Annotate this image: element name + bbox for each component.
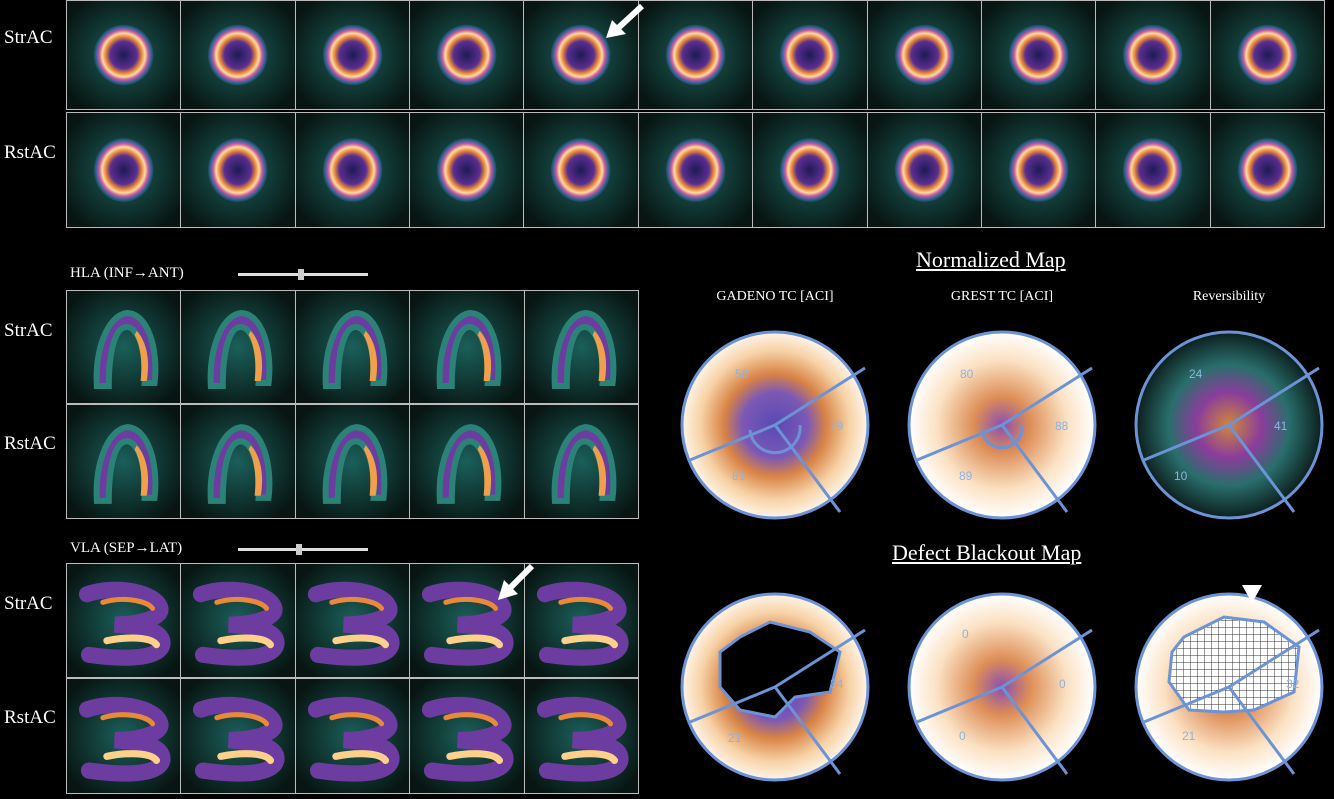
slice-image (981, 1, 1097, 109)
vla-slider[interactable] (238, 544, 368, 555)
segment-value-top: 58 (735, 367, 749, 381)
slice-image (181, 405, 296, 518)
short-axis-stress-strip (66, 0, 1325, 110)
normalized-map-title: Normalized Map (916, 247, 1066, 272)
slice-image (1210, 113, 1324, 227)
slice-image (410, 113, 525, 227)
slice-image (525, 291, 638, 403)
column-title-stress: GADENO TC [ACI] (716, 289, 834, 304)
slice-image (525, 679, 638, 793)
slice-image (296, 679, 411, 793)
slice-image (410, 291, 525, 403)
slice-image (295, 113, 411, 227)
slice-image (638, 1, 754, 109)
slice-image (181, 291, 296, 403)
slice-image (867, 1, 982, 109)
segment-value-bottom: 21 (728, 731, 742, 745)
slice-image (1210, 1, 1324, 109)
segment-value-right: 88 (1055, 419, 1069, 433)
slice-image (410, 679, 525, 793)
slice-image (525, 405, 638, 518)
row-label-hla-rest: RstAC (4, 433, 56, 454)
segment-value-right: 79 (830, 419, 844, 433)
hla-stress-strip (66, 290, 639, 404)
row-label-sa-stress: StrAC (4, 27, 53, 48)
slider-knob-icon[interactable] (296, 544, 302, 555)
row-label-vla-stress: StrAC (4, 593, 53, 614)
row-label-vla-rest: RstAC (4, 707, 56, 728)
defect-map-title: Defect Blackout Map (892, 540, 1082, 565)
defect-map-rest: 0 0 0 (907, 592, 1097, 782)
slice-image (638, 113, 754, 227)
slice-image (867, 113, 982, 227)
slice-image (67, 291, 182, 403)
slice-image (181, 113, 296, 227)
segment-value-bottom: 21 (1182, 729, 1196, 743)
slice-image (181, 1, 296, 109)
slice-image (295, 1, 411, 109)
slice-image (181, 564, 296, 677)
short-axis-rest-strip (66, 112, 1325, 228)
row-label-hla-stress: StrAC (4, 320, 53, 341)
slice-image (296, 564, 411, 677)
defect-map-stress: 34 21 (680, 592, 870, 782)
arrow-marker-icon (606, 3, 645, 38)
arrowhead-marker-icon (1242, 585, 1262, 603)
vla-rest-strip (66, 678, 639, 794)
slice-image (67, 679, 182, 793)
slice-image (67, 564, 182, 677)
hla-slider[interactable] (238, 269, 368, 280)
slice-image (181, 679, 296, 793)
slice-image (67, 1, 182, 109)
column-title-reversibility: Reversibility (1192, 289, 1266, 304)
slice-image (410, 564, 525, 677)
segment-value-top: 24 (1189, 367, 1203, 381)
segment-value-right: 32 (1286, 677, 1300, 691)
segment-value-top: 80 (960, 367, 974, 381)
arrow-marker-icon (498, 563, 535, 600)
hla-rest-strip (66, 404, 639, 519)
vla-section-label: VLA (SEP→LAT) (70, 540, 183, 556)
segment-value-bottom: 10 (1174, 469, 1188, 483)
polar-map-stress: 58 79 81 (680, 330, 870, 520)
row-label-sa-rest: RstAC (4, 142, 56, 163)
segment-value-right: 41 (1274, 419, 1288, 433)
slice-image (524, 113, 639, 227)
segment-value-bottom: 81 (732, 469, 746, 483)
slider-knob-icon[interactable] (298, 269, 304, 280)
vla-stress-strip (66, 563, 639, 678)
segment-value-right: 34 (830, 677, 844, 691)
slice-image (524, 1, 639, 109)
slice-image (296, 405, 411, 518)
hla-section-label: HLA (INF→ANT) (70, 265, 184, 281)
slice-image (410, 1, 525, 109)
slice-image (981, 113, 1097, 227)
slice-image (296, 291, 411, 403)
slice-image (525, 564, 638, 677)
slice-image (67, 113, 182, 227)
slice-image (753, 113, 868, 227)
slice-image (410, 405, 525, 518)
slice-image (753, 1, 868, 109)
polar-map-rest: 80 88 89 (907, 330, 1097, 520)
segment-value-top: 0 (962, 627, 969, 641)
segment-value-bottom: 0 (959, 729, 966, 743)
segment-value-right: 0 (1059, 677, 1066, 691)
slice-image (1096, 1, 1211, 109)
defect-map-reversibility: 32 21 (1134, 592, 1324, 782)
polar-map-reversibility: 24 41 10 (1134, 330, 1324, 520)
column-title-rest: GREST TC [ACI] (950, 289, 1054, 304)
segment-value-bottom: 89 (959, 469, 973, 483)
slice-image (1096, 113, 1211, 227)
slice-image (67, 405, 182, 518)
